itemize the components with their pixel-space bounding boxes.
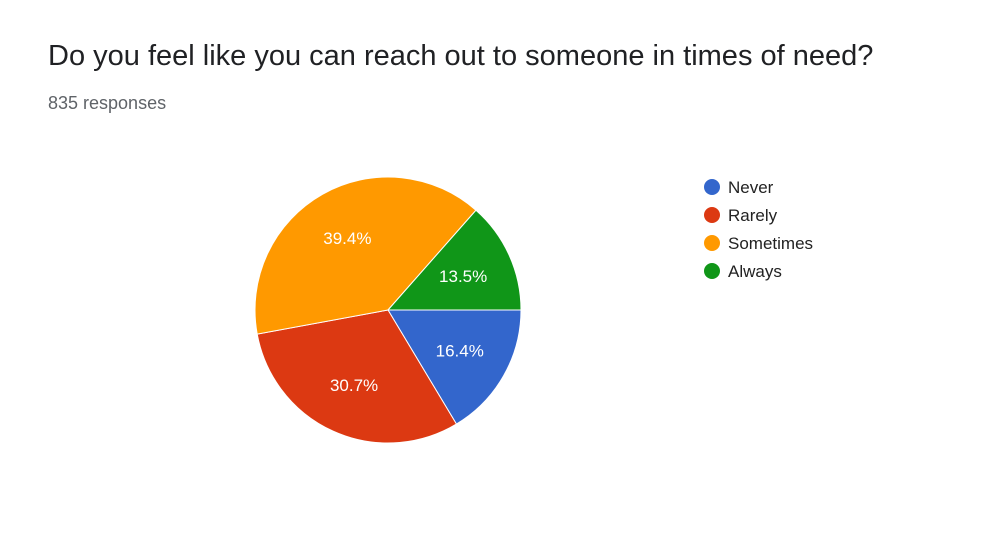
pie-slice-labels: 16.4% 30.7% 39.4% 13.5% (323, 229, 487, 395)
pie-slice-always (386, 209, 522, 311)
legend-marker-rarely (704, 207, 720, 223)
pie-slices (254, 176, 522, 444)
pie-slice-never (387, 309, 522, 425)
legend-label-never: Never (728, 178, 774, 197)
slice-label-sometimes: 39.4% (323, 229, 371, 248)
pie-slice-rarely (256, 309, 458, 444)
chart-title: Do you feel like you can reach out to so… (48, 40, 874, 72)
legend: Never Rarely Sometimes Always (704, 178, 813, 281)
legend-label-rarely: Rarely (728, 206, 778, 225)
legend-marker-always (704, 263, 720, 279)
slice-label-never: 16.4% (436, 342, 484, 361)
response-count: 835 responses (48, 93, 167, 113)
legend-marker-never (704, 179, 720, 195)
slice-label-rarely: 30.7% (330, 376, 378, 395)
legend-label-always: Always (728, 262, 782, 281)
legend-marker-sometimes (704, 235, 720, 251)
pie-slice-sometimes (254, 176, 477, 335)
legend-label-sometimes: Sometimes (728, 234, 813, 253)
slice-label-always: 13.5% (439, 267, 487, 286)
